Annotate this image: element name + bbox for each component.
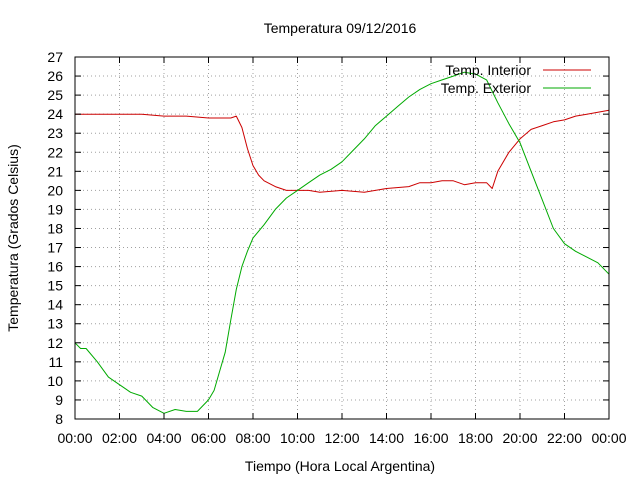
grid-lines — [75, 57, 609, 419]
y-tick-label: 13 — [47, 316, 63, 332]
y-tick-label: 11 — [48, 354, 63, 370]
x-tick-label: 14:00 — [369, 430, 404, 446]
legend-label-exterior: Temp. Exterior — [441, 80, 532, 96]
y-tick-label: 26 — [47, 68, 63, 84]
legend-label-interior: Temp. Interior — [445, 62, 531, 78]
y-tick-label: 22 — [47, 144, 63, 160]
x-tick-label: 20:00 — [502, 430, 537, 446]
y-tick-label: 15 — [47, 278, 63, 294]
axis-tick-labels: 00:00 02:00 04:00 06:00 08:00 10:00 12:00 14:00… — [47, 49, 626, 446]
axis-ticks — [74, 56, 610, 420]
x-tick-label: 02:00 — [102, 430, 137, 446]
x-tick-label: 04:00 — [146, 430, 181, 446]
y-tick-label: 16 — [47, 259, 63, 275]
series-line-interior — [75, 109, 610, 193]
x-tick-label: 06:00 — [191, 430, 226, 446]
y-tick-label: 23 — [47, 125, 63, 141]
x-tick-label: 00:00 — [591, 430, 626, 446]
x-tick-label: 22:00 — [547, 430, 582, 446]
x-tick-label: 12:00 — [324, 430, 359, 446]
y-tick-label: 10 — [47, 373, 63, 389]
plot-area — [74, 71, 610, 414]
x-tick-label: 10:00 — [280, 430, 315, 446]
y-tick-label: 8 — [55, 411, 63, 427]
y-tick-label: 25 — [47, 87, 63, 103]
x-axis-title: Tiempo (Hora Local Argentina) — [245, 458, 435, 474]
y-tick-label: 14 — [47, 297, 63, 313]
y-tick-label: 27 — [47, 49, 63, 65]
x-tick-label: 18:00 — [458, 430, 493, 446]
y-axis-title: Temperatura (Grados Celsius) — [5, 144, 21, 332]
y-tick-label: 20 — [47, 182, 63, 198]
y-tick-label: 24 — [47, 106, 63, 122]
chart-legend: Temp. Interior Temp. Exterior — [441, 62, 591, 96]
y-tick-label: 9 — [55, 392, 63, 408]
x-tick-label: 16:00 — [413, 430, 448, 446]
y-tick-label: 18 — [47, 220, 63, 236]
y-tick-label: 12 — [47, 335, 63, 351]
y-tick-label: 17 — [47, 240, 63, 256]
y-tick-label: 19 — [47, 201, 63, 217]
x-tick-label: 08:00 — [235, 430, 270, 446]
chart-title: Temperatura 09/12/2016 — [264, 20, 417, 36]
y-tick-label: 21 — [47, 163, 63, 179]
series-line-exterior — [74, 71, 610, 414]
x-tick-label: 00:00 — [57, 430, 92, 446]
